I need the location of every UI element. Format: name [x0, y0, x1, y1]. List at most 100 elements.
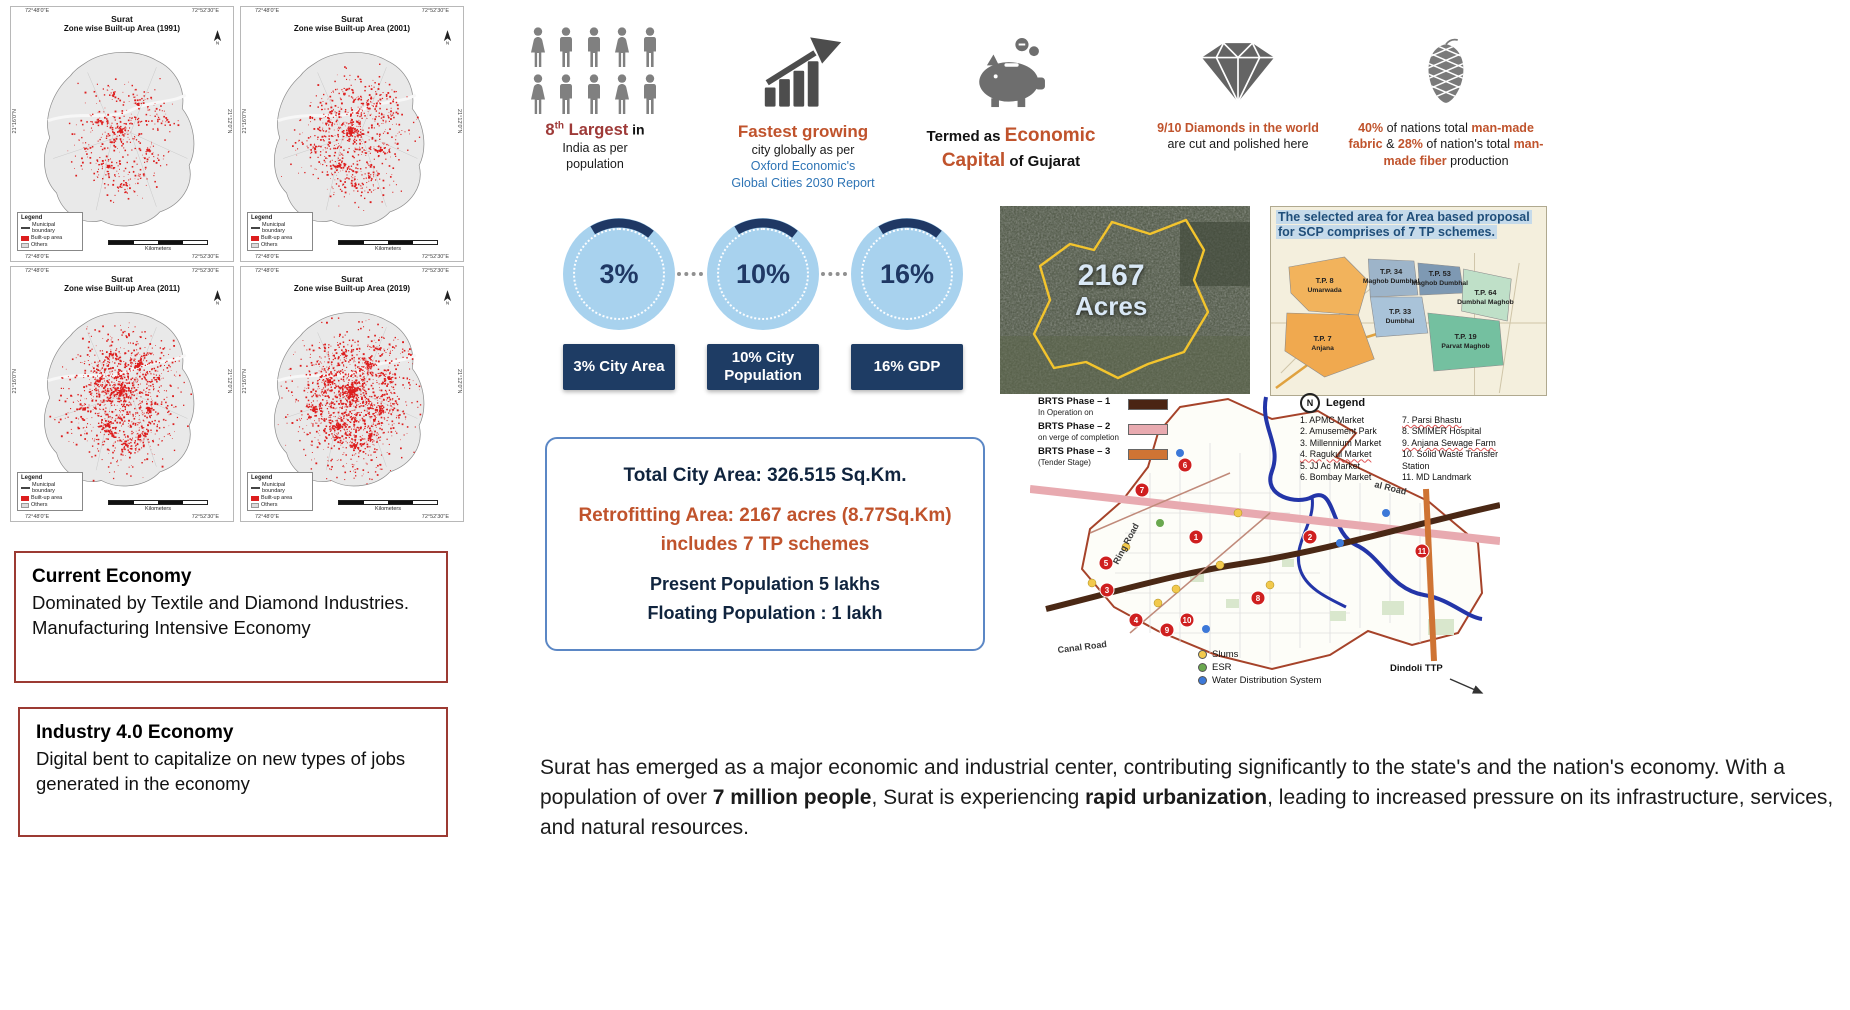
acres-value: 2167 [1077, 258, 1145, 292]
legend-label: Municipal boundary [32, 482, 56, 494]
tp-labels: T.P. 8 Umarwada T.P. 34 Maghob Dumbhal T… [1308, 267, 1514, 352]
river [1262, 396, 1483, 621]
coord-label: 72°52'30"E [191, 268, 219, 274]
kpi-value-gdp: 16% [879, 258, 935, 289]
stat-diamonds: 9/10 Diamonds in the world are cut and p… [1156, 24, 1320, 153]
coord-label-left: 21°16'0"N [12, 108, 18, 134]
scale-bar: Kilometers [97, 239, 219, 252]
summary-bold-population: 7 million people [712, 785, 872, 809]
coord-label-right: 21°12'0"N [226, 108, 232, 134]
landmark-legend: N Legend 1. APMC Market 2. Amusement Par… [1300, 393, 1500, 484]
scale-bar: Kilometers [97, 499, 219, 512]
coord-label: 72°52'30"E [191, 514, 219, 520]
coord-label-left: 21°16'0"N [242, 108, 248, 134]
kpi-connector [677, 272, 703, 276]
kpi-value-city-area: 3% [599, 258, 639, 289]
legend-label: Built-up area [31, 495, 63, 501]
cap-suffix: of Gujarat [1005, 152, 1081, 170]
tp64-region [1461, 268, 1512, 322]
current-economy-body: Dominated by Textile and Diamond Industr… [32, 592, 410, 638]
boundary-swatch [21, 227, 30, 229]
brts-phase1-road [1045, 502, 1500, 612]
coord-label: 72°48'0"E [25, 8, 50, 14]
map-title-city: Surat [341, 14, 363, 24]
map-legend: Legend Municipal boundary Built-up area … [17, 212, 83, 251]
current-economy-title: Current Economy [32, 566, 192, 587]
coord-label: 72°52'30"E [421, 8, 449, 14]
coord-label: 72°52'30"E [421, 514, 449, 520]
coord-label: 72°48'0"E [255, 8, 280, 14]
yarn-cone-icon [1340, 24, 1552, 120]
map-legend: Legend Municipal boundary Built-up area … [247, 472, 313, 511]
map-title-city: Surat [341, 274, 363, 284]
esr-dot-swatch [1198, 663, 1207, 672]
industry40-economy-title: Industry 4.0 Economy [36, 722, 234, 743]
svg-text:N: N [216, 40, 219, 45]
legend-item: 11. MD Landmark [1402, 472, 1472, 483]
textile-fabric: man-made fabric [1348, 121, 1534, 152]
map-title-city: Surat [111, 14, 133, 24]
dot-legend: Slums ESR Water Distribution System [1198, 649, 1321, 688]
map-title-sub: Zone wise Built-up Area (1991) [63, 24, 181, 34]
legend-label: Municipal boundary [262, 222, 286, 234]
legend-item: 4. Ragukul Market [1300, 449, 1372, 460]
textile-pct1: 40% [1358, 121, 1384, 135]
industry40-economy-body: Digital bent to capitalize on new types … [36, 748, 406, 794]
tp-title-line2: for SCP comprises of 7 TP schemes. [1276, 225, 1497, 240]
compass-icon: N [1300, 393, 1320, 413]
legend-item: 10. Solid Waste Transfer Station [1402, 449, 1498, 471]
builtup-swatch [21, 235, 29, 241]
legend-label: Others [261, 242, 278, 248]
builtup-map-1991 [44, 51, 195, 227]
satellite-graphic [1000, 206, 1250, 394]
stat-growth-source1: Oxford Economic's [750, 159, 856, 174]
coord-label-left: 21°16'0"N [12, 368, 18, 394]
kpi-circle-gdp: 16% [851, 218, 963, 330]
present-population: Present Population 5 lakhs [649, 574, 881, 595]
tp7-region [1284, 312, 1375, 378]
legend-label: Built-up area [261, 495, 293, 501]
stat-growth-headline: Fastest growing [737, 122, 869, 141]
tp-title-line1: The selected area for Area based proposa… [1276, 210, 1532, 224]
cap-prefix: Termed as [926, 128, 1005, 145]
esr-label: ESR [1212, 662, 1232, 673]
slums-dot [1198, 650, 1207, 659]
brts-phase-legend: BRTS Phase – 1 In Operation on BRTS Phas… [1038, 396, 1180, 472]
map-title: Surat Zone wise Built-up Area (2001) [241, 14, 463, 34]
diamonds-highlight: 9/10 Diamonds in the world [1157, 121, 1319, 135]
tp-schemes-map: The selected area for Area based proposa… [1270, 206, 1547, 396]
summary-text: Surat has emerged as a major economic an… [540, 756, 1785, 809]
legend-item: 9. Anjana Sewage Farm [1402, 437, 1496, 448]
legend-item: 3. Millennium Market [1300, 437, 1382, 448]
coord-label: 72°48'0"E [255, 514, 280, 520]
svg-text:N: N [446, 40, 449, 45]
dindoli-ttp-label: Dindoli TTP [1390, 663, 1443, 674]
svg-text:N: N [446, 300, 449, 305]
stat-population-sub2: population [566, 156, 624, 171]
map-title: Surat Zone wise Built-up Area (2011) [11, 274, 233, 294]
scale-label: Kilometers [145, 246, 171, 252]
map-panel-2011: 72°48'0"E 72°52'30"E 21°16'0"N 21°12'0"N … [10, 266, 234, 522]
numbered-markers: 1 2 3 4 5 6 7 8 9 10 11 [1098, 457, 1430, 638]
stat-economic-capital-text: Termed as Economic Capital of Gujarat [925, 124, 1097, 173]
coord-label: 72°48'0"E [25, 268, 50, 274]
map-panel-2019: 72°48'0"E 72°52'30"E 21°16'0"N 21°12'0"N … [240, 266, 464, 522]
coord-labels-bottom: 72°48'0"E 72°52'30"E [11, 254, 233, 260]
map-legend-title: Legend [251, 475, 273, 481]
legend-title: Legend [1326, 397, 1366, 409]
piggy-bank-icon [925, 24, 1097, 120]
brts-phase3-row: BRTS Phase – 3 (Tender Stage) [1038, 446, 1180, 467]
stat-fastest-growing: Fastest growing city globally as per Oxf… [718, 24, 888, 191]
stat-textile: 40% of nations total man-made fabric & 2… [1340, 24, 1552, 169]
stat-textile-text: 40% of nations total man-made fabric & 2… [1348, 121, 1544, 168]
stat-growth-source2: Global Cities 2030 Report [731, 175, 875, 190]
coord-label: 72°52'30"E [421, 254, 449, 260]
ttp-arrow [1449, 678, 1484, 694]
legend-label: Municipal boundary [32, 222, 56, 234]
retrofit-boundary [1032, 218, 1210, 380]
others-swatch [21, 242, 29, 248]
brts-phase2-row: BRTS Phase – 2 on verge of completion [1038, 421, 1180, 442]
scale-label: Kilometers [375, 246, 401, 252]
brts-phase3-label: BRTS Phase – 3 [1038, 446, 1111, 458]
textile-pct2: 28% [1397, 137, 1423, 152]
